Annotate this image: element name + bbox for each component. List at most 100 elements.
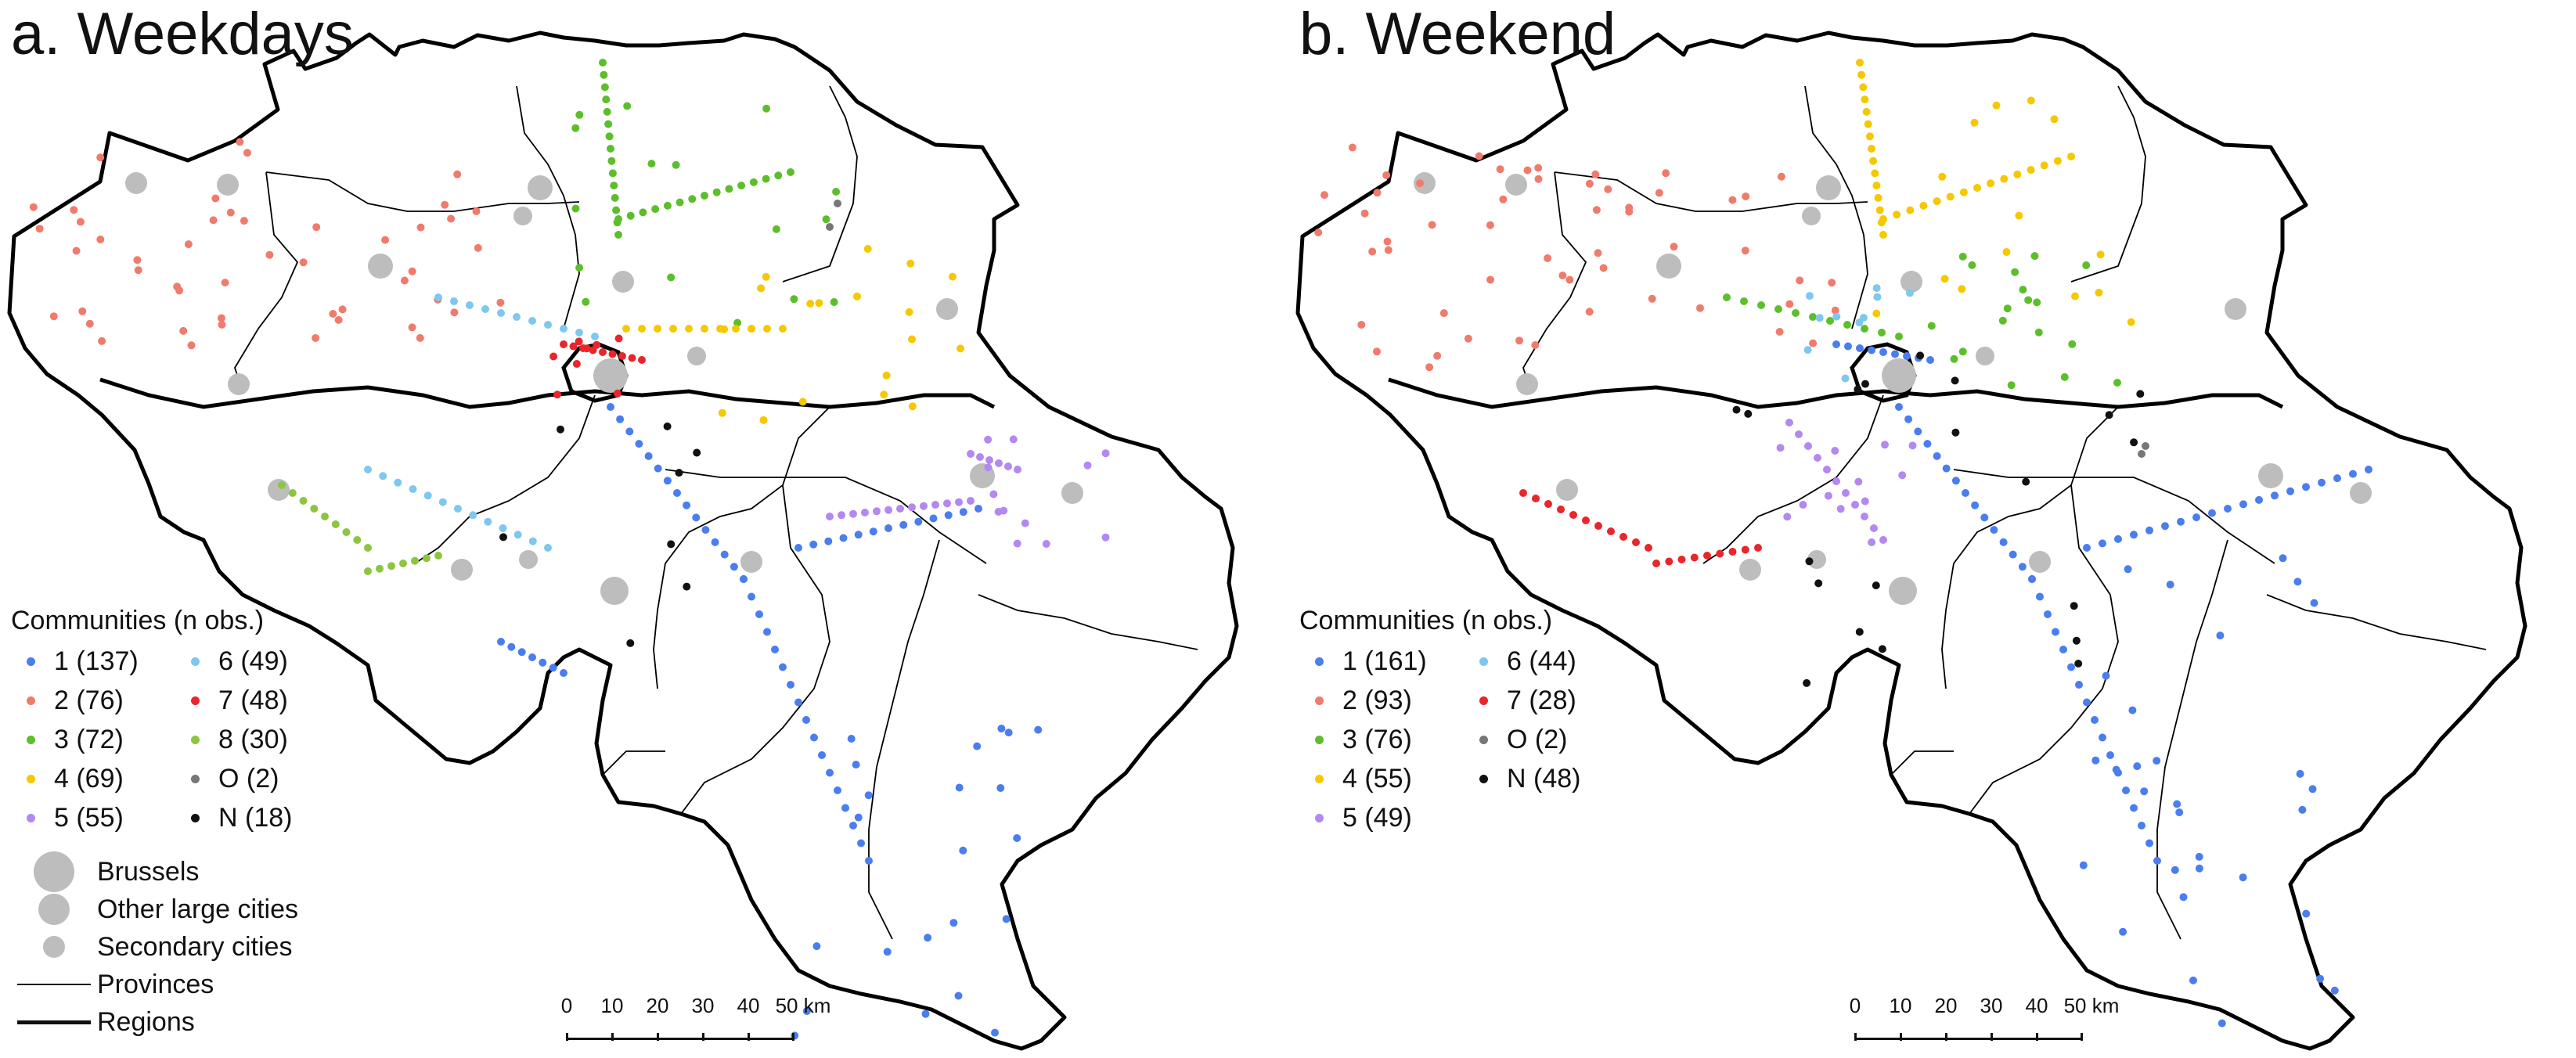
legend-label: 3 (72) [54,724,124,754]
community-point [1998,316,2007,325]
community-point [955,783,964,792]
community-point [920,502,928,510]
community-point [838,511,845,520]
community-point [1792,309,1800,317]
community-point [914,517,923,526]
community-point [1034,725,1043,734]
community-point [1824,491,1832,500]
community-point [647,160,656,168]
community-point [1970,118,1979,127]
community-point [841,804,849,812]
legend-label: 4 (55) [1342,763,1412,794]
community-point [1806,292,1814,300]
community-point [762,175,770,183]
community-point [593,340,601,349]
community-point [572,360,581,368]
community-point [763,325,771,333]
community-point [2124,565,2132,574]
community-point [243,149,251,157]
community-point [329,310,337,318]
community-point [1696,304,1704,312]
legend-dot [1315,813,1324,822]
community-point [1903,352,1911,360]
city-marker [1802,207,1821,225]
community-point [1599,264,1608,272]
community-point [98,336,106,345]
community-point [1703,552,1711,560]
community-point [884,506,892,514]
community-point [481,305,489,313]
community-point [29,203,38,211]
community-point [1519,489,1527,497]
community-point [676,198,684,207]
community-point [1677,556,1686,563]
community-point [806,300,815,308]
community-point [1716,549,1724,558]
community-point [2298,805,2307,814]
community-point [1992,101,2001,110]
community-point [497,309,505,317]
community-point [626,639,635,647]
panel-title: b. Weekend [1299,1,1616,67]
community-point [834,786,841,794]
community-point [2161,522,2169,531]
community-point [1958,252,1967,261]
community-point [948,272,957,281]
community-point [441,200,449,209]
community-point [1645,544,1652,552]
legend-dot [27,735,35,744]
community-point [1783,513,1792,521]
community-point [1958,285,1966,293]
community-point [622,325,630,333]
community-point [712,188,721,196]
community-point [2067,153,2075,160]
community-point [1775,328,1784,336]
community-point [1874,193,1882,202]
community-point [762,272,770,281]
community-point [929,514,938,523]
community-point [790,295,798,304]
community-point [2145,526,2153,534]
community-point [794,698,802,707]
community-point [818,751,826,759]
community-point [85,319,94,328]
community-point [654,325,661,333]
community-point [1832,340,1840,348]
community-point [740,575,748,583]
community-point [1938,172,1947,181]
region-line-icon [17,1020,91,1024]
city-marker [612,271,634,293]
community-point [2022,477,2030,486]
legend-label: 5 (49) [1342,802,1412,833]
legend-dot [191,696,200,705]
community-point [755,610,763,618]
community-point [2102,671,2110,680]
community-point [924,934,932,942]
community-point [612,206,621,214]
community-point [1740,297,1748,305]
community-point [376,564,384,573]
community-point [685,325,693,333]
community-point [399,560,407,567]
community-point [1416,179,1425,188]
community-point [2349,470,2357,478]
community-point [2145,839,2153,847]
community-point [2002,248,2011,256]
community-point [2286,487,2294,495]
community-point [815,299,823,308]
community-point [1002,915,1011,923]
community-point [1862,107,1871,116]
community-point [1881,441,1889,449]
community-point [944,511,953,520]
community-point [613,389,621,398]
community-point [2091,716,2099,724]
community-point [507,642,516,651]
community-point [1990,526,1998,534]
community-point [1859,314,1868,322]
community-point [614,334,623,343]
community-point [434,552,442,560]
legend-item: 7 (48) [191,683,348,718]
community-point [2153,857,2161,865]
community-point [2027,166,2035,175]
community-point [400,276,409,285]
